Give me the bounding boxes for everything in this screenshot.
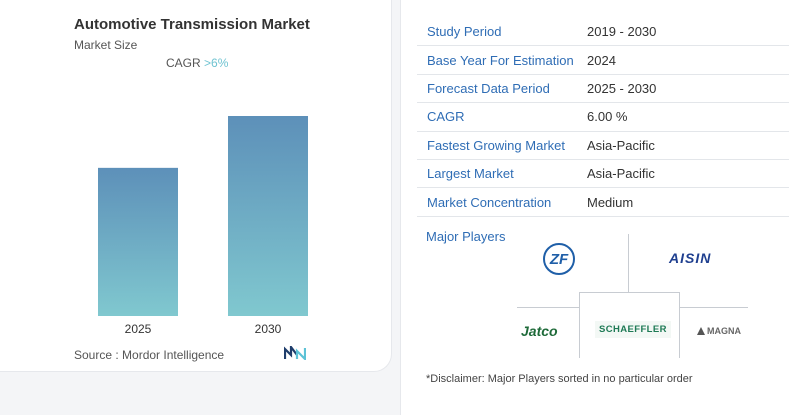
x-tick-label: 2025	[125, 322, 152, 336]
info-label: Fastest Growing Market	[427, 137, 565, 153]
grid-divider-horizontal-left	[517, 307, 579, 308]
info-card: Study Period 2019 - 2030 Base Year For Est…	[400, 0, 800, 415]
info-label: Forecast Data Period	[427, 80, 550, 96]
info-label: Base Year For Estimation	[427, 52, 574, 68]
grid-box-right	[679, 292, 680, 358]
info-label: Largest Market	[427, 166, 514, 182]
info-row: Fastest Growing Market Asia-Pacific	[417, 132, 789, 160]
bar-chart: 2025 2030	[98, 116, 308, 336]
magna-logo-text: MAGNA	[707, 326, 741, 336]
info-label: CAGR	[427, 109, 465, 125]
disclaimer: *Disclaimer: Major Players sorted in no …	[426, 373, 693, 385]
info-row: Market Concentration Medium	[417, 188, 789, 217]
cagr-caption: CAGR >6%	[166, 56, 228, 70]
zf-logo-text: ZF	[549, 250, 569, 268]
market-size-card: Automotive Transmission Market Market Si…	[0, 0, 392, 372]
bar-2030	[228, 116, 308, 316]
info-value: Asia-Pacific	[587, 166, 655, 182]
mordor-logo-icon	[284, 346, 306, 360]
x-tick-label: 2030	[255, 322, 282, 336]
info-row: Base Year For Estimation 2024	[417, 46, 789, 75]
source-note: Source : Mordor Intelligence	[74, 348, 225, 362]
grid-box-left	[579, 292, 580, 358]
info-row: CAGR 6.00 %	[417, 103, 789, 132]
zf-logo: ZF	[543, 243, 575, 275]
info-label: Market Concentration	[427, 194, 552, 210]
info-row: Forecast Data Period 2025 - 2030	[417, 75, 789, 104]
jatco-logo: Jatco	[521, 323, 558, 339]
info-value: 2019 - 2030	[587, 24, 657, 40]
grid-box-top	[579, 292, 680, 293]
schaeffler-logo: SCHAEFFLER	[595, 321, 671, 338]
info-value: Medium	[587, 194, 634, 210]
grid-divider-horizontal-right	[679, 307, 748, 308]
chart-subtitle: Market Size	[74, 38, 138, 52]
jatco-logo-text: Jatco	[521, 323, 558, 339]
info-row: Largest Market Asia-Pacific	[417, 160, 789, 189]
info-value: 2025 - 2030	[587, 80, 657, 96]
info-value: 2024	[587, 52, 616, 68]
info-row: Study Period 2019 - 2030	[417, 18, 789, 47]
cagr-value: >6%	[204, 56, 229, 70]
magna-triangle-icon	[697, 327, 705, 335]
cagr-label: CAGR	[166, 56, 201, 70]
grid-divider-vertical-top	[628, 234, 629, 292]
info-value: 6.00 %	[587, 109, 628, 125]
bar-2025	[98, 167, 178, 316]
chart-title: Automotive Transmission Market	[74, 16, 310, 33]
info-value: Asia-Pacific	[587, 137, 655, 153]
aisin-logo: AISIN	[669, 250, 711, 266]
major-players-label: Major Players	[426, 229, 506, 244]
schaeffler-logo-text: SCHAEFFLER	[599, 324, 667, 335]
info-label: Study Period	[427, 24, 502, 40]
magna-logo: MAGNA	[697, 326, 741, 336]
aisin-logo-text: AISIN	[669, 250, 712, 266]
info-table: Study Period 2019 - 2030 Base Year For Est…	[417, 18, 789, 217]
